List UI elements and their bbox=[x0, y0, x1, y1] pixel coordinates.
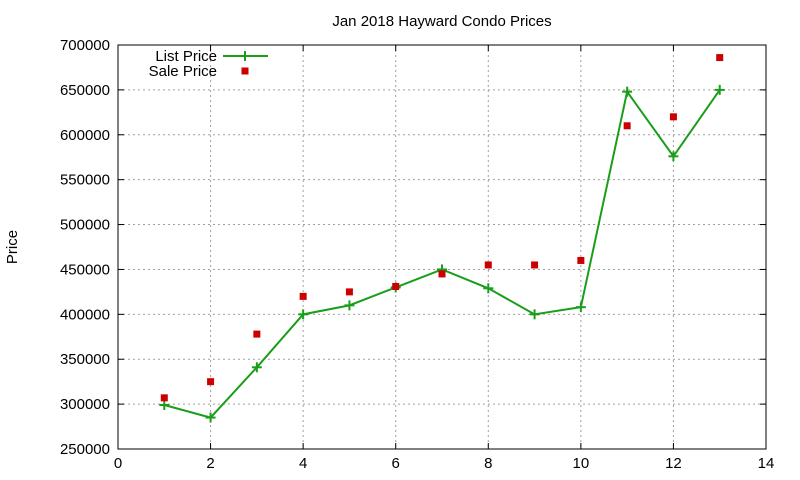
legend-label-sale-price: Sale Price bbox=[149, 63, 217, 80]
y-tick-label: 650000 bbox=[60, 82, 110, 99]
legend-label-list-price: List Price bbox=[155, 48, 217, 65]
y-tick-label: 550000 bbox=[60, 172, 110, 189]
x-tick-label: 12 bbox=[665, 455, 682, 472]
legend: List Price Sale Price bbox=[149, 48, 268, 80]
y-tick-label: 700000 bbox=[60, 37, 110, 54]
data-point-square bbox=[392, 283, 400, 291]
chart-title: Jan 2018 Hayward Condo Prices bbox=[332, 13, 551, 30]
data-point-square bbox=[253, 330, 261, 338]
axis-ticks bbox=[117, 44, 767, 450]
series-sale-price bbox=[160, 54, 724, 402]
data-point-square bbox=[160, 394, 168, 402]
y-tick-label: 250000 bbox=[60, 441, 110, 458]
data-point-cross bbox=[668, 151, 679, 162]
data-point-square bbox=[299, 292, 307, 300]
series bbox=[159, 54, 725, 423]
x-tick-label: 4 bbox=[299, 455, 307, 472]
data-point-cross bbox=[575, 302, 586, 313]
y-tick-label: 350000 bbox=[60, 351, 110, 368]
data-point-square bbox=[669, 113, 677, 121]
y-tick-label: 300000 bbox=[60, 396, 110, 413]
y-tick-labels: 250000 300000 350000 400000 450000 500000 5500… bbox=[60, 37, 110, 458]
data-point-cross bbox=[344, 300, 355, 311]
data-point-cross bbox=[159, 400, 170, 411]
data-point-cross bbox=[714, 84, 725, 95]
data-point-cross bbox=[205, 412, 216, 423]
data-point-square bbox=[438, 270, 446, 278]
y-tick-label: 450000 bbox=[60, 261, 110, 278]
data-point-cross bbox=[483, 283, 494, 294]
plot-frame bbox=[117, 44, 767, 450]
legend-marker-sale-price bbox=[241, 67, 249, 75]
x-tick-labels: 0 2 4 6 8 10 12 14 bbox=[114, 455, 775, 472]
y-tick-label: 400000 bbox=[60, 306, 110, 323]
y-tick-label: 600000 bbox=[60, 127, 110, 144]
series-line bbox=[164, 89, 721, 419]
x-tick-label: 8 bbox=[484, 455, 492, 472]
data-point-square bbox=[623, 122, 631, 130]
x-tick-label: 0 bbox=[114, 455, 122, 472]
y-tick-label: 500000 bbox=[60, 217, 110, 234]
data-point-cross bbox=[529, 309, 540, 320]
legend-marker-list-price bbox=[240, 51, 250, 61]
x-tick-label: 6 bbox=[392, 455, 400, 472]
data-point-square bbox=[484, 261, 492, 269]
data-point-square bbox=[531, 261, 539, 269]
x-tick-label: 2 bbox=[206, 455, 214, 472]
data-point-square bbox=[345, 288, 353, 296]
data-point-cross bbox=[251, 362, 262, 373]
data-point-square bbox=[577, 256, 585, 264]
data-point-cross bbox=[298, 309, 309, 320]
grid bbox=[118, 45, 766, 449]
data-point-square bbox=[207, 378, 215, 386]
series-list-price bbox=[159, 84, 725, 423]
y-axis-label: Price bbox=[4, 230, 21, 264]
x-tick-label: 14 bbox=[758, 455, 775, 472]
data-point-cross bbox=[622, 86, 633, 97]
x-tick-label: 10 bbox=[573, 455, 590, 472]
data-point-square bbox=[716, 54, 724, 62]
